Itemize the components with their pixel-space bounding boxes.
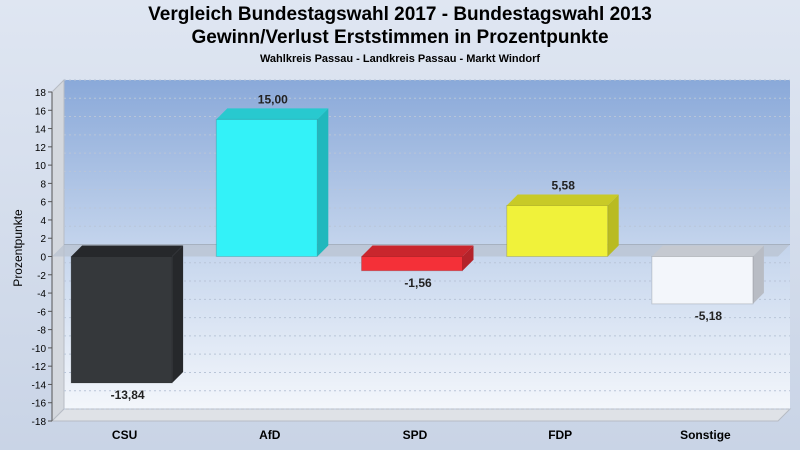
bar-sonstige: -5,18 — [651, 245, 764, 323]
bar-front — [70, 256, 173, 384]
x-tick-label: CSU — [112, 428, 137, 442]
y-tick-label: -8 — [37, 326, 46, 337]
bar-value-label: -13,84 — [111, 388, 145, 402]
chart-caption: Wahlkreis Passau - Landkreis Passau - Ma… — [259, 53, 541, 65]
bar-top — [361, 245, 474, 257]
y-tick-label: 8 — [40, 179, 46, 190]
y-tick-label: 10 — [35, 161, 47, 172]
y-tick-label: 0 — [40, 253, 46, 264]
x-tick-label: FDP — [548, 428, 572, 442]
bar-value-label: -1,56 — [404, 276, 432, 290]
y-tick-label: -18 — [32, 417, 47, 428]
bar-value-label: 5,58 — [552, 179, 576, 193]
y-tick-label: 2 — [40, 234, 46, 245]
bar-side — [462, 245, 474, 271]
bar-side — [317, 108, 329, 257]
y-tick-label: 16 — [35, 106, 47, 117]
y-tick-label: 12 — [35, 143, 47, 154]
chart-subtitle: Gewinn/Verlust Erststimmen in Prozentpun… — [191, 27, 609, 48]
plot-floor — [50, 408, 792, 422]
bar-value-label: 15,00 — [258, 92, 288, 106]
y-tick-label: -14 — [32, 380, 47, 391]
y-axis-label: Prozentpunkte — [11, 209, 25, 287]
y-tick-label: 6 — [40, 198, 46, 209]
bar-value-label: -5,18 — [695, 309, 723, 323]
x-tick-label: AfD — [259, 428, 281, 442]
y-tick-label: -4 — [37, 289, 46, 300]
bar-side — [607, 194, 619, 257]
y-tick-label: -2 — [37, 271, 46, 282]
bar-front — [361, 256, 463, 272]
bar-csu: -13,84 — [70, 245, 184, 402]
bar-front — [506, 205, 609, 258]
bar-spd: -1,56 — [361, 245, 474, 290]
y-tick-label: -10 — [32, 344, 47, 355]
bars: -13,84 15,00 -1,56 5,58 -5,18 — [70, 92, 764, 402]
y-tick-label: -6 — [37, 307, 46, 318]
bar-fdp: 5,58 — [506, 179, 619, 258]
x-tick-label: SPD — [403, 428, 428, 442]
bar-afd: 15,00 — [215, 92, 329, 257]
y-tick-label: -16 — [32, 399, 47, 410]
x-axis: CSU AfD SPD FDP Sonstige — [112, 428, 731, 442]
x-tick-label: Sonstige — [680, 428, 731, 442]
bar-top — [216, 108, 329, 120]
bar-side — [172, 245, 184, 383]
y-tick-label: 14 — [35, 125, 47, 136]
y-tick-label: 4 — [40, 216, 46, 227]
chart-title: Vergleich Bundestagswahl 2017 - Bundesta… — [148, 4, 652, 25]
bar-top — [651, 245, 764, 257]
bar-front — [215, 118, 318, 257]
bar-side — [752, 245, 764, 304]
y-axis: 18 16 14 12 10 8 6 4 2 0 -2 -4 -6 -8 -10 -12 -14 -16 -18 — [32, 88, 53, 428]
bar-top — [71, 245, 184, 257]
bar-top — [506, 194, 619, 206]
y-tick-label: 18 — [35, 88, 47, 99]
y-tick-label: -12 — [32, 362, 47, 373]
bar-front — [651, 256, 754, 305]
